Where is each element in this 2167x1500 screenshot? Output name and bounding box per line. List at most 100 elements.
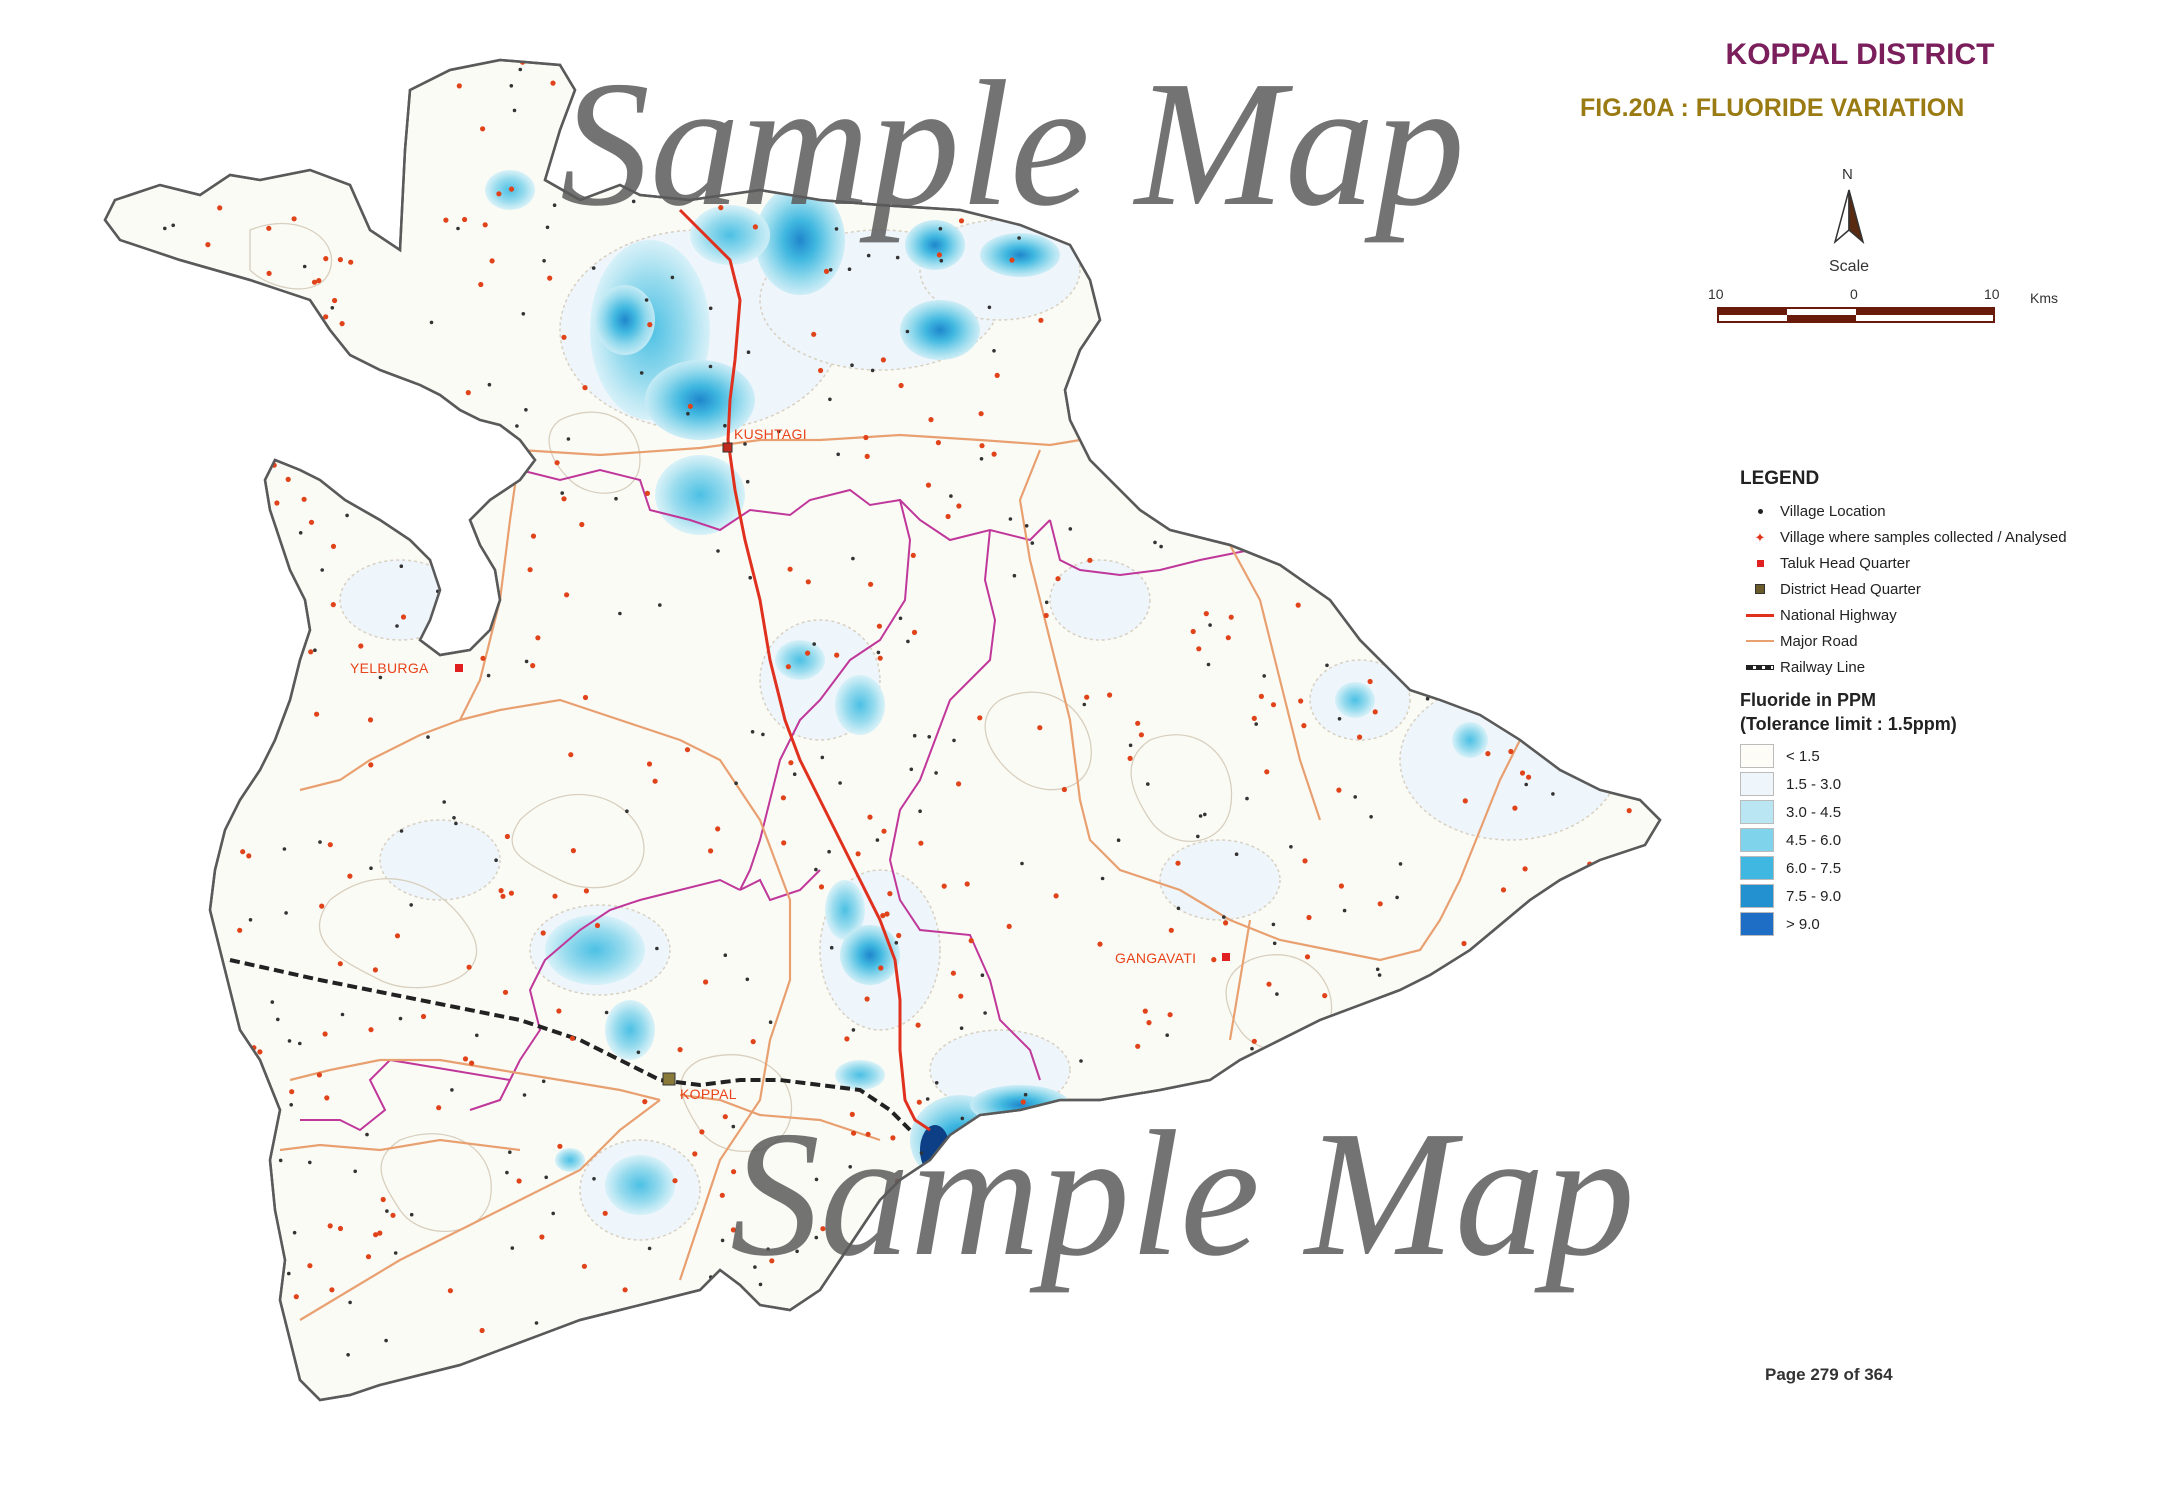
sample-village-marker [257, 1049, 263, 1055]
village-marker [1553, 125, 1558, 130]
village-marker [1008, 517, 1013, 521]
sample-village-marker [925, 482, 932, 488]
village-marker [195, 782, 200, 787]
sample-village-marker [865, 1131, 871, 1137]
sample-village-marker [1322, 993, 1328, 999]
village-marker [320, 568, 325, 572]
gangavati-marker[interactable] [1222, 953, 1230, 961]
sample-village-marker [1580, 592, 1586, 598]
sample-village-marker [483, 622, 489, 628]
sample-village-marker [329, 1287, 335, 1293]
sample-village-marker [646, 761, 653, 767]
sample-village-marker [958, 218, 965, 224]
sample-village-marker [149, 1051, 155, 1057]
koppal-marker[interactable] [662, 1072, 676, 1086]
sample-village-marker [482, 222, 488, 228]
sample-village-marker [375, 152, 381, 158]
sample-village-marker [105, 1327, 107, 1333]
village-marker [551, 1211, 555, 1216]
sample-village-marker [125, 304, 132, 310]
sample-village-marker [750, 1039, 756, 1045]
sample-village-marker [958, 993, 964, 999]
sample-village-marker [1621, 557, 1627, 564]
village-marker [838, 781, 842, 785]
sample-village-marker [1270, 702, 1277, 708]
village-marker [515, 424, 519, 428]
sample-village-marker [1142, 1008, 1148, 1014]
sample-village-marker [202, 482, 208, 488]
sample-village-marker [135, 494, 141, 500]
sample-village-marker [1504, 414, 1510, 420]
fluoride-class-list: < 1.5 1.5 - 3.0 3.0 - 4.5 4.5 - 6.0 6.0 - 7.… [1740, 742, 2160, 938]
sample-village-marker [365, 1254, 372, 1260]
village-marker [850, 363, 854, 368]
village-marker [647, 1246, 652, 1251]
village-marker [644, 1338, 648, 1342]
sample-village-marker [373, 1232, 379, 1238]
fluoride-swatch [1740, 828, 1774, 852]
village-marker [1271, 922, 1276, 927]
village-marker [395, 624, 399, 628]
village-marker [1325, 663, 1329, 668]
village-marker [1391, 574, 1395, 578]
sample-village-marker [1522, 543, 1528, 549]
village-marker [442, 800, 447, 804]
sample-village-marker [1392, 1386, 1398, 1392]
village-marker [262, 712, 267, 717]
fluoride-title-line2: (Tolerance limit : 1.5ppm) [1740, 714, 1957, 734]
sample-village-marker [888, 1349, 894, 1355]
sample-village-marker [1401, 285, 1407, 291]
sample-village-marker [677, 1047, 683, 1053]
sample-village-marker [139, 667, 145, 673]
sample-village-marker [863, 434, 869, 441]
fluoride-swatch [1740, 744, 1774, 768]
village-marker [287, 657, 292, 662]
village-marker [851, 1028, 856, 1032]
sample-village-marker [602, 1210, 608, 1216]
village-marker [1551, 940, 1556, 945]
village-marker [829, 945, 834, 950]
village-marker [1561, 103, 1565, 108]
village-marker [116, 844, 120, 849]
sample-village-marker [700, 1322, 706, 1328]
sample-village-marker [915, 1022, 921, 1028]
sample-village-marker [569, 1035, 576, 1041]
sample-village-marker [1500, 887, 1507, 893]
yelburga-marker[interactable] [455, 664, 463, 672]
village-marker [459, 457, 464, 462]
sample-village-marker [395, 480, 401, 486]
village-marker [1461, 967, 1465, 972]
village-marker [191, 991, 196, 995]
village-marker [534, 1321, 539, 1325]
sample-village-marker [1333, 1395, 1339, 1400]
sample-village-marker [462, 1056, 469, 1062]
sample-village-marker [498, 888, 504, 894]
village-marker [1645, 937, 1649, 942]
sample-village-marker [935, 440, 942, 446]
sample-village-marker [266, 270, 272, 276]
village-marker [253, 1109, 258, 1114]
sample-village-marker [1530, 1302, 1536, 1308]
sample-village-marker [928, 417, 934, 423]
village-marker [490, 478, 494, 483]
village-marker [1574, 408, 1578, 413]
sample-village-marker [1581, 740, 1587, 747]
sample-village-marker [502, 989, 509, 995]
watermark-bottom: Sample Map [730, 1094, 1635, 1293]
village-marker [1151, 1355, 1155, 1359]
district-hq-icon [1755, 584, 1765, 594]
village-marker [248, 918, 253, 922]
kushtagi-marker[interactable] [722, 442, 733, 453]
village-marker [105, 333, 107, 337]
village-marker [992, 349, 996, 353]
sample-village-marker [380, 169, 386, 176]
village-marker [345, 513, 349, 518]
sample-village-marker [769, 1258, 775, 1264]
legend-label: National Highway [1780, 606, 1897, 624]
sample-village-marker [128, 516, 134, 522]
sample-village-marker [1400, 298, 1407, 304]
village-marker [298, 1041, 302, 1046]
sample-village-marker [266, 225, 272, 231]
sample-village-marker [708, 848, 714, 854]
village-marker [895, 255, 900, 260]
